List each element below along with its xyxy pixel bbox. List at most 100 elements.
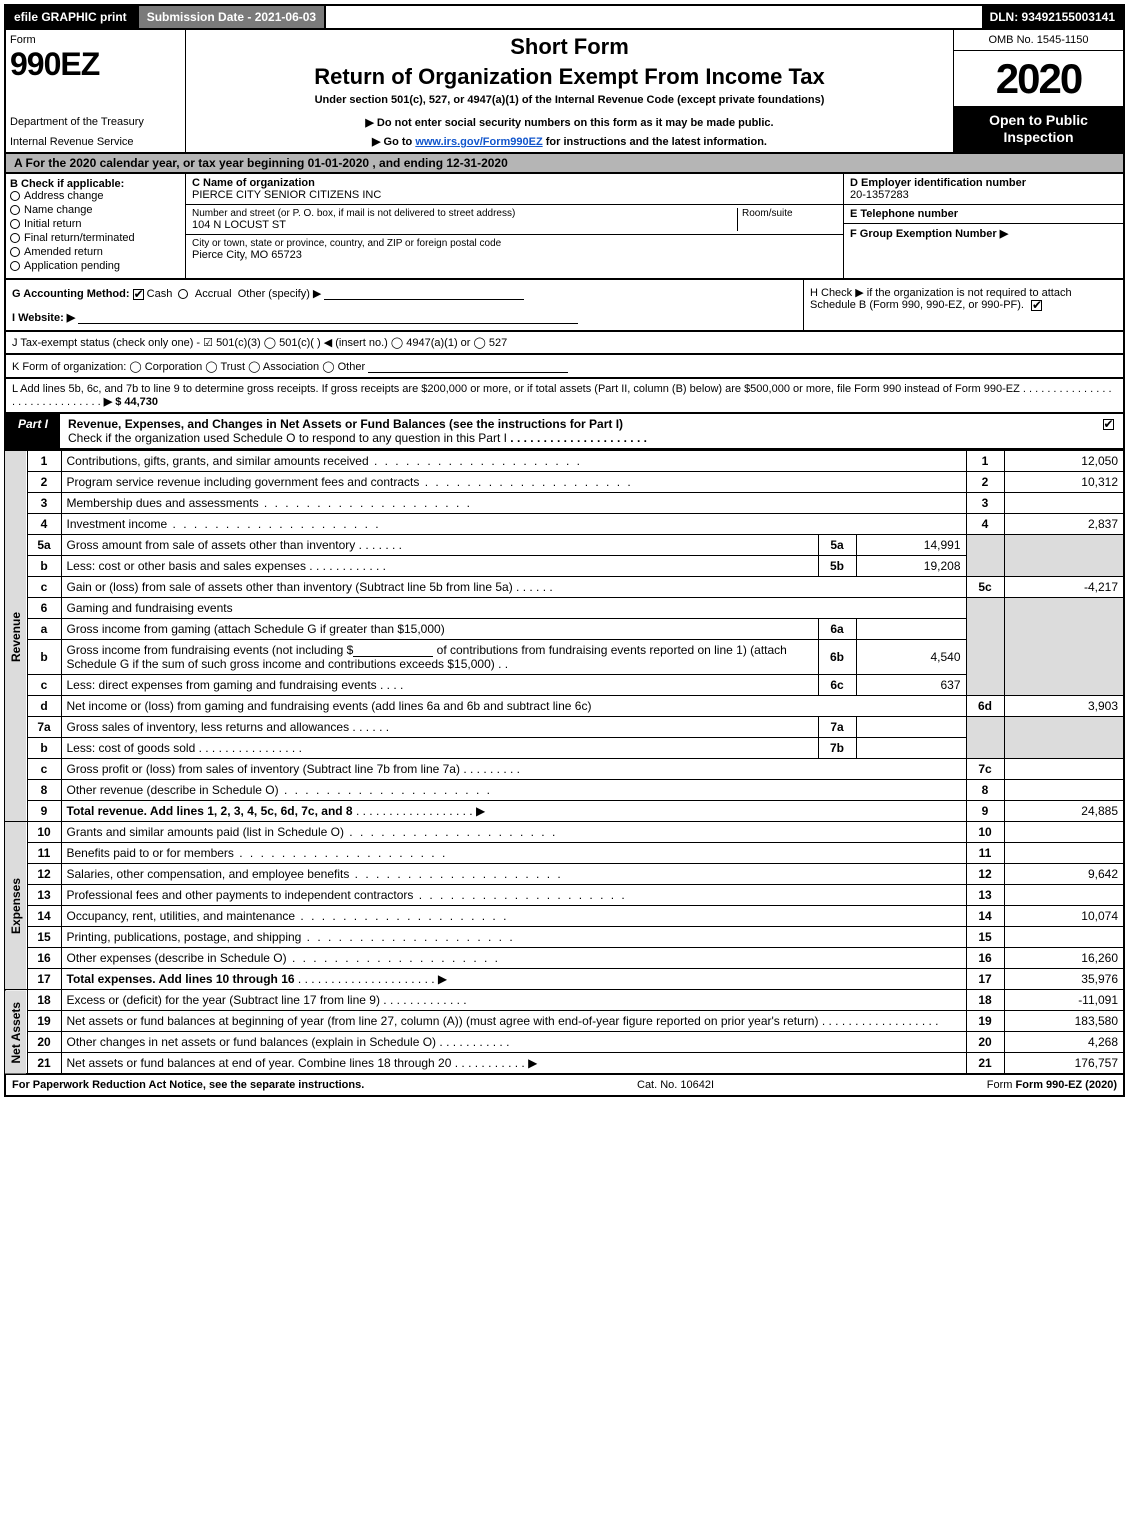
org-other-input[interactable] — [368, 359, 568, 373]
department-label: Department of the Treasury — [10, 116, 181, 128]
table-row: b Gross income from fundraising events (… — [5, 640, 1124, 675]
line12-amount: 9,642 — [1004, 864, 1124, 885]
table-row: 16 Other expenses (describe in Schedule … — [5, 948, 1124, 969]
line6b-amount: 4,540 — [856, 640, 966, 675]
check-final-return[interactable]: Final return/terminated — [10, 232, 181, 244]
org-name-label: C Name of organization — [192, 177, 837, 189]
table-row: b Less: cost of goods sold . . . . . . .… — [5, 738, 1124, 759]
tax-year: 2020 — [954, 51, 1123, 106]
expenses-side-label: Expenses — [5, 822, 27, 990]
header-left: Form 990EZ Department of the Treasury In… — [6, 30, 186, 152]
table-row: c Less: direct expenses from gaming and … — [5, 675, 1124, 696]
addr-row: Number and street (or P. O. box, if mail… — [186, 205, 843, 235]
box-e: E Telephone number — [844, 205, 1123, 224]
line-g: G Accounting Method: Cash Accrual Other … — [6, 280, 803, 330]
table-row: 9 Total revenue. Add lines 1, 2, 3, 4, 5… — [5, 801, 1124, 822]
table-row: Revenue 1 Contributions, gifts, grants, … — [5, 451, 1124, 472]
form-word: Form — [10, 34, 181, 46]
line11-amount — [1004, 843, 1124, 864]
table-row: 2 Program service revenue including gove… — [5, 472, 1124, 493]
line-g-label: G Accounting Method: — [12, 288, 130, 300]
info-grid: B Check if applicable: Address change Na… — [4, 174, 1125, 280]
line-k: K Form of organization: ◯ Corporation ◯ … — [4, 355, 1125, 379]
top-bar-left: efile GRAPHIC print Submission Date - 20… — [6, 6, 326, 28]
line6b-contrib-input[interactable] — [353, 643, 433, 657]
line19-amount: 183,580 — [1004, 1011, 1124, 1032]
line13-amount — [1004, 885, 1124, 906]
line21-amount: 176,757 — [1004, 1053, 1124, 1075]
footer-mid: Cat. No. 10642I — [637, 1079, 714, 1091]
goto-post: for instructions and the latest informat… — [543, 136, 767, 148]
org-name-value: PIERCE CITY SENIOR CITIZENS INC — [192, 189, 837, 201]
submission-date-button[interactable]: Submission Date - 2021-06-03 — [137, 6, 326, 28]
line-k-text: K Form of organization: ◯ Corporation ◯ … — [12, 361, 365, 373]
check-name-change[interactable]: Name change — [10, 204, 181, 216]
check-initial-return[interactable]: Initial return — [10, 218, 181, 230]
schedule-b-checkbox[interactable] — [1031, 300, 1042, 311]
table-row: 17 Total expenses. Add lines 10 through … — [5, 969, 1124, 990]
line6c-amount: 637 — [856, 675, 966, 696]
accounting-accrual-checkbox[interactable] — [178, 289, 188, 299]
line-l: L Add lines 5b, 6c, and 7b to line 9 to … — [4, 379, 1125, 414]
line4-amount: 2,837 — [1004, 514, 1124, 535]
line17-amount: 35,976 — [1004, 969, 1124, 990]
top-bar: efile GRAPHIC print Submission Date - 20… — [4, 4, 1125, 30]
line7c-amount — [1004, 759, 1124, 780]
short-form-title: Short Form — [194, 34, 945, 60]
part1-header: Part I Revenue, Expenses, and Changes in… — [4, 414, 1125, 450]
box-b-title: B Check if applicable: — [10, 178, 181, 190]
box-f: F Group Exemption Number ▶ — [844, 224, 1123, 278]
line5a-amount: 14,991 — [856, 535, 966, 556]
line5b-amount: 19,208 — [856, 556, 966, 577]
table-row: c Gain or (loss) from sale of assets oth… — [5, 577, 1124, 598]
part1-table: Revenue 1 Contributions, gifts, grants, … — [4, 450, 1125, 1075]
ein-label: D Employer identification number — [850, 177, 1117, 189]
box-d: D Employer identification number 20-1357… — [844, 174, 1123, 205]
table-row: 3 Membership dues and assessments 3 — [5, 493, 1124, 514]
dln-label: DLN: 93492155003141 — [982, 6, 1123, 28]
line18-amount: -11,091 — [1004, 990, 1124, 1011]
line6d-amount: 3,903 — [1004, 696, 1124, 717]
check-amended-return[interactable]: Amended return — [10, 246, 181, 258]
line7a-amount — [856, 717, 966, 738]
website-input[interactable] — [78, 310, 578, 324]
line14-amount: 10,074 — [1004, 906, 1124, 927]
revenue-side-label: Revenue — [5, 451, 27, 822]
accounting-other-input[interactable] — [324, 286, 524, 300]
line-h: H Check ▶ if the organization is not req… — [803, 280, 1123, 330]
table-row: 21 Net assets or fund balances at end of… — [5, 1053, 1124, 1075]
table-row: 19 Net assets or fund balances at beginn… — [5, 1011, 1124, 1032]
accounting-cash-checkbox[interactable] — [133, 289, 144, 300]
table-row: 4 Investment income 4 2,837 — [5, 514, 1124, 535]
room-label: Room/suite — [742, 208, 837, 219]
table-row: 14 Occupancy, rent, utilities, and maint… — [5, 906, 1124, 927]
efile-print-button[interactable]: efile GRAPHIC print — [6, 6, 137, 28]
table-row: 12 Salaries, other compensation, and emp… — [5, 864, 1124, 885]
box-b: B Check if applicable: Address change Na… — [6, 174, 186, 278]
check-address-change[interactable]: Address change — [10, 190, 181, 202]
table-row: 7a Gross sales of inventory, less return… — [5, 717, 1124, 738]
line15-amount — [1004, 927, 1124, 948]
line20-amount: 4,268 — [1004, 1032, 1124, 1053]
goto-line: ▶ Go to www.irs.gov/Form990EZ for instru… — [194, 135, 945, 148]
table-row: Net Assets 18 Excess or (deficit) for th… — [5, 990, 1124, 1011]
phone-label: E Telephone number — [850, 208, 1117, 220]
net-assets-side-label: Net Assets — [5, 990, 27, 1075]
header-middle: Short Form Return of Organization Exempt… — [186, 30, 953, 152]
group-exemption-label: F Group Exemption Number ▶ — [850, 227, 1117, 240]
table-row: c Gross profit or (loss) from sales of i… — [5, 759, 1124, 780]
tax-year-row: A For the 2020 calendar year, or tax yea… — [4, 154, 1125, 174]
line10-amount — [1004, 822, 1124, 843]
irs-label: Internal Revenue Service — [10, 136, 181, 148]
city-value: Pierce City, MO 65723 — [192, 249, 837, 261]
line2-amount: 10,312 — [1004, 472, 1124, 493]
addr-value: 104 N LOCUST ST — [192, 219, 737, 231]
form-header: Form 990EZ Department of the Treasury In… — [4, 30, 1125, 154]
table-row: 5a Gross amount from sale of assets othe… — [5, 535, 1124, 556]
table-row: b Less: cost or other basis and sales ex… — [5, 556, 1124, 577]
goto-link[interactable]: www.irs.gov/Form990EZ — [415, 136, 542, 148]
line9-amount: 24,885 — [1004, 801, 1124, 822]
part1-schedule-o-checkbox[interactable] — [1093, 414, 1123, 448]
line-l-text: L Add lines 5b, 6c, and 7b to line 9 to … — [12, 383, 1020, 395]
check-application-pending[interactable]: Application pending — [10, 260, 181, 272]
